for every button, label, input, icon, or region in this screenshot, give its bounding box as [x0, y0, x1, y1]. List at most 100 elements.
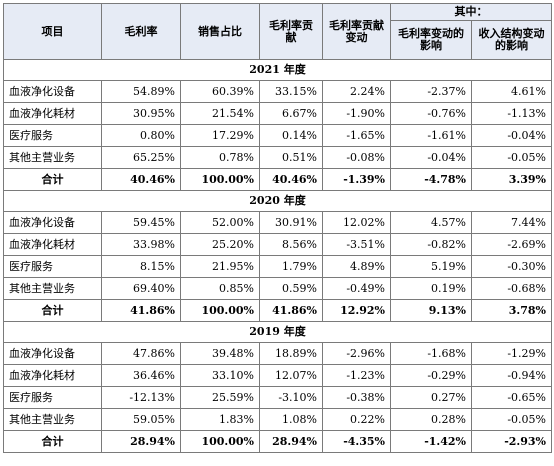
table-cell: 0.80% [101, 124, 181, 147]
header-gm-contribution: 毛利率贡献 [259, 3, 323, 60]
table-cell: 0.59% [259, 277, 323, 300]
table-cell: -0.04% [471, 124, 552, 147]
table-cell: -2.96% [322, 342, 391, 365]
table-cell: 18.89% [259, 342, 323, 365]
table-row: 医疗服务 8.15% 21.95% 1.79% 4.89% 5.19% -0.30% [3, 255, 552, 278]
table-cell: -2.37% [390, 80, 472, 103]
table-cell: 0.14% [259, 124, 323, 147]
table-cell: 4.57% [390, 211, 472, 234]
table-cell: 12.07% [259, 364, 323, 387]
table-cell: -1.13% [471, 102, 552, 125]
table-cell: -1.90% [322, 102, 391, 125]
table-cell: 0.27% [390, 386, 472, 409]
table-cell: -0.76% [390, 102, 472, 125]
year-row: 2019 年度 [3, 321, 552, 343]
table-row: 其他主营业务 59.05% 1.83% 1.08% 0.22% 0.28% -0.05% [3, 408, 552, 431]
table-row: 血液净化设备 59.45% 52.00% 30.91% 12.02% 4.57% 7.44% [3, 211, 552, 234]
table-cell: -4.78% [390, 168, 472, 191]
table-cell: -0.94% [471, 364, 552, 387]
table-cell: 60.39% [180, 80, 260, 103]
table-cell: -0.49% [322, 277, 391, 300]
table-cell: 59.45% [101, 211, 181, 234]
table-cell: -1.61% [390, 124, 472, 147]
row-label: 血液净化设备 [3, 80, 102, 103]
table-cell: 54.89% [101, 80, 181, 103]
header-mix-change-effect: 收入结构变动的影响 [471, 20, 552, 60]
table-cell: -1.23% [322, 364, 391, 387]
table-cell: 30.91% [259, 211, 323, 234]
table-cell: 0.22% [322, 408, 391, 431]
table-cell: -1.42% [390, 430, 472, 453]
table-cell: -3.10% [259, 386, 323, 409]
header-item: 项目 [3, 3, 102, 60]
table-cell: 8.15% [101, 255, 181, 278]
table-cell: 100.00% [180, 168, 260, 191]
table-cell: 4.61% [471, 80, 552, 103]
table-cell: 47.86% [101, 342, 181, 365]
table-cell: 39.48% [180, 342, 260, 365]
table-cell: -0.82% [390, 233, 472, 256]
table-cell: 17.29% [180, 124, 260, 147]
table-cell: 6.67% [259, 102, 323, 125]
table-cell: 0.78% [180, 146, 260, 169]
table-cell: 12.02% [322, 211, 391, 234]
table-cell: 33.98% [101, 233, 181, 256]
table-cell: -0.04% [390, 146, 472, 169]
table-row: 血液净化设备 54.89% 60.39% 33.15% 2.24% -2.37% 4.61% [3, 80, 552, 103]
table-cell: 33.15% [259, 80, 323, 103]
table-row: 血液净化设备 47.86% 39.48% 18.89% -2.96% -1.68% -1.2… [3, 342, 552, 365]
row-label: 血液净化设备 [3, 211, 102, 234]
row-label: 其他主营业务 [3, 146, 102, 169]
row-label: 血液净化耗材 [3, 102, 102, 125]
table-cell: 25.59% [180, 386, 260, 409]
table-cell: 21.95% [180, 255, 260, 278]
year-row: 2020 年度 [3, 190, 552, 212]
table-cell: 41.86% [101, 299, 181, 322]
table-cell: 52.00% [180, 211, 260, 234]
row-label: 血液净化耗材 [3, 233, 102, 256]
table-cell: -4.35% [322, 430, 391, 453]
table-cell: -0.38% [322, 386, 391, 409]
row-label: 合计 [3, 430, 102, 453]
row-label: 医疗服务 [3, 255, 102, 278]
table-cell: 21.54% [180, 102, 260, 125]
table-cell: -12.13% [101, 386, 181, 409]
year-label: 2019 年度 [3, 321, 552, 343]
table-cell: 5.19% [390, 255, 472, 278]
table-cell: 69.40% [101, 277, 181, 300]
table-cell: 28.94% [101, 430, 181, 453]
header-gross-margin: 毛利率 [101, 3, 181, 60]
row-label: 血液净化耗材 [3, 364, 102, 387]
table-cell: -2.93% [471, 430, 552, 453]
table-cell: 9.13% [390, 299, 472, 322]
table-row: 医疗服务 -12.13% 25.59% -3.10% -0.38% 0.27% -0.65% [3, 386, 552, 409]
table-cell: 8.56% [259, 233, 323, 256]
table-body: 2021 年度 血液净化设备 54.89% 60.39% 33.15% 2.24% -2.3… [3, 59, 552, 453]
table-row: 血液净化耗材 33.98% 25.20% 8.56% -3.51% -0.82% -2.69… [3, 233, 552, 256]
table-cell: 33.10% [180, 364, 260, 387]
table-cell: 36.46% [101, 364, 181, 387]
row-label: 医疗服务 [3, 386, 102, 409]
table-cell: 4.89% [322, 255, 391, 278]
table-cell: 65.25% [101, 146, 181, 169]
table-cell: 0.19% [390, 277, 472, 300]
table-cell: 25.20% [180, 233, 260, 256]
table-cell: 7.44% [471, 211, 552, 234]
header-contribution-change: 毛利率贡献变动 [322, 3, 391, 60]
table-cell: 100.00% [180, 430, 260, 453]
table-cell: 100.00% [180, 299, 260, 322]
year-label: 2021 年度 [3, 59, 552, 81]
total-row: 合计 28.94% 100.00% 28.94% -4.35% -1.42% -2.93% [3, 430, 552, 453]
row-label: 医疗服务 [3, 124, 102, 147]
gross-margin-table: 项目 毛利率 销售占比 毛利率贡献 毛利率贡献变动 其中： 毛利率变动的影响 收… [3, 3, 552, 453]
table-row: 血液净化耗材 36.46% 33.10% 12.07% -1.23% -0.29% -0.9… [3, 364, 552, 387]
table-cell: 41.86% [259, 299, 323, 322]
header-of-which: 其中： [390, 3, 552, 21]
table-cell: 1.08% [259, 408, 323, 431]
table-cell: -0.68% [471, 277, 552, 300]
table-cell: -0.08% [322, 146, 391, 169]
table-cell: -0.65% [471, 386, 552, 409]
year-label: 2020 年度 [3, 190, 552, 212]
table-cell: -0.05% [471, 408, 552, 431]
table-cell: 0.85% [180, 277, 260, 300]
